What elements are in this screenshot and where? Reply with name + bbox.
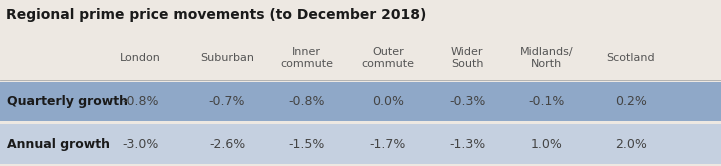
- Text: London: London: [120, 53, 161, 63]
- Text: Inner
commute: Inner commute: [280, 47, 333, 69]
- Text: 2.0%: 2.0%: [615, 137, 647, 151]
- Text: -1.3%: -1.3%: [449, 137, 485, 151]
- Text: -0.8%: -0.8%: [288, 95, 324, 108]
- Text: -0.8%: -0.8%: [123, 95, 159, 108]
- Text: Quarterly growth: Quarterly growth: [7, 95, 128, 108]
- FancyBboxPatch shape: [0, 0, 721, 80]
- Text: 0.2%: 0.2%: [615, 95, 647, 108]
- Text: Outer
commute: Outer commute: [361, 47, 415, 69]
- Text: Scotland: Scotland: [606, 53, 655, 63]
- Text: -1.5%: -1.5%: [288, 137, 324, 151]
- Text: -2.6%: -2.6%: [209, 137, 245, 151]
- Text: 0.0%: 0.0%: [372, 95, 404, 108]
- Text: 1.0%: 1.0%: [531, 137, 562, 151]
- Text: Midlands/
North: Midlands/ North: [520, 47, 573, 69]
- Text: Wider
South: Wider South: [451, 47, 484, 69]
- FancyBboxPatch shape: [0, 82, 721, 121]
- Text: Annual growth: Annual growth: [7, 137, 110, 151]
- Text: -1.7%: -1.7%: [370, 137, 406, 151]
- FancyBboxPatch shape: [0, 121, 721, 124]
- Text: -0.7%: -0.7%: [209, 95, 245, 108]
- Text: -0.1%: -0.1%: [528, 95, 565, 108]
- FancyBboxPatch shape: [0, 124, 721, 164]
- Text: -0.3%: -0.3%: [449, 95, 485, 108]
- Text: Suburban: Suburban: [200, 53, 254, 63]
- Text: Regional prime price movements (to December 2018): Regional prime price movements (to Decem…: [6, 8, 426, 22]
- Text: -3.0%: -3.0%: [123, 137, 159, 151]
